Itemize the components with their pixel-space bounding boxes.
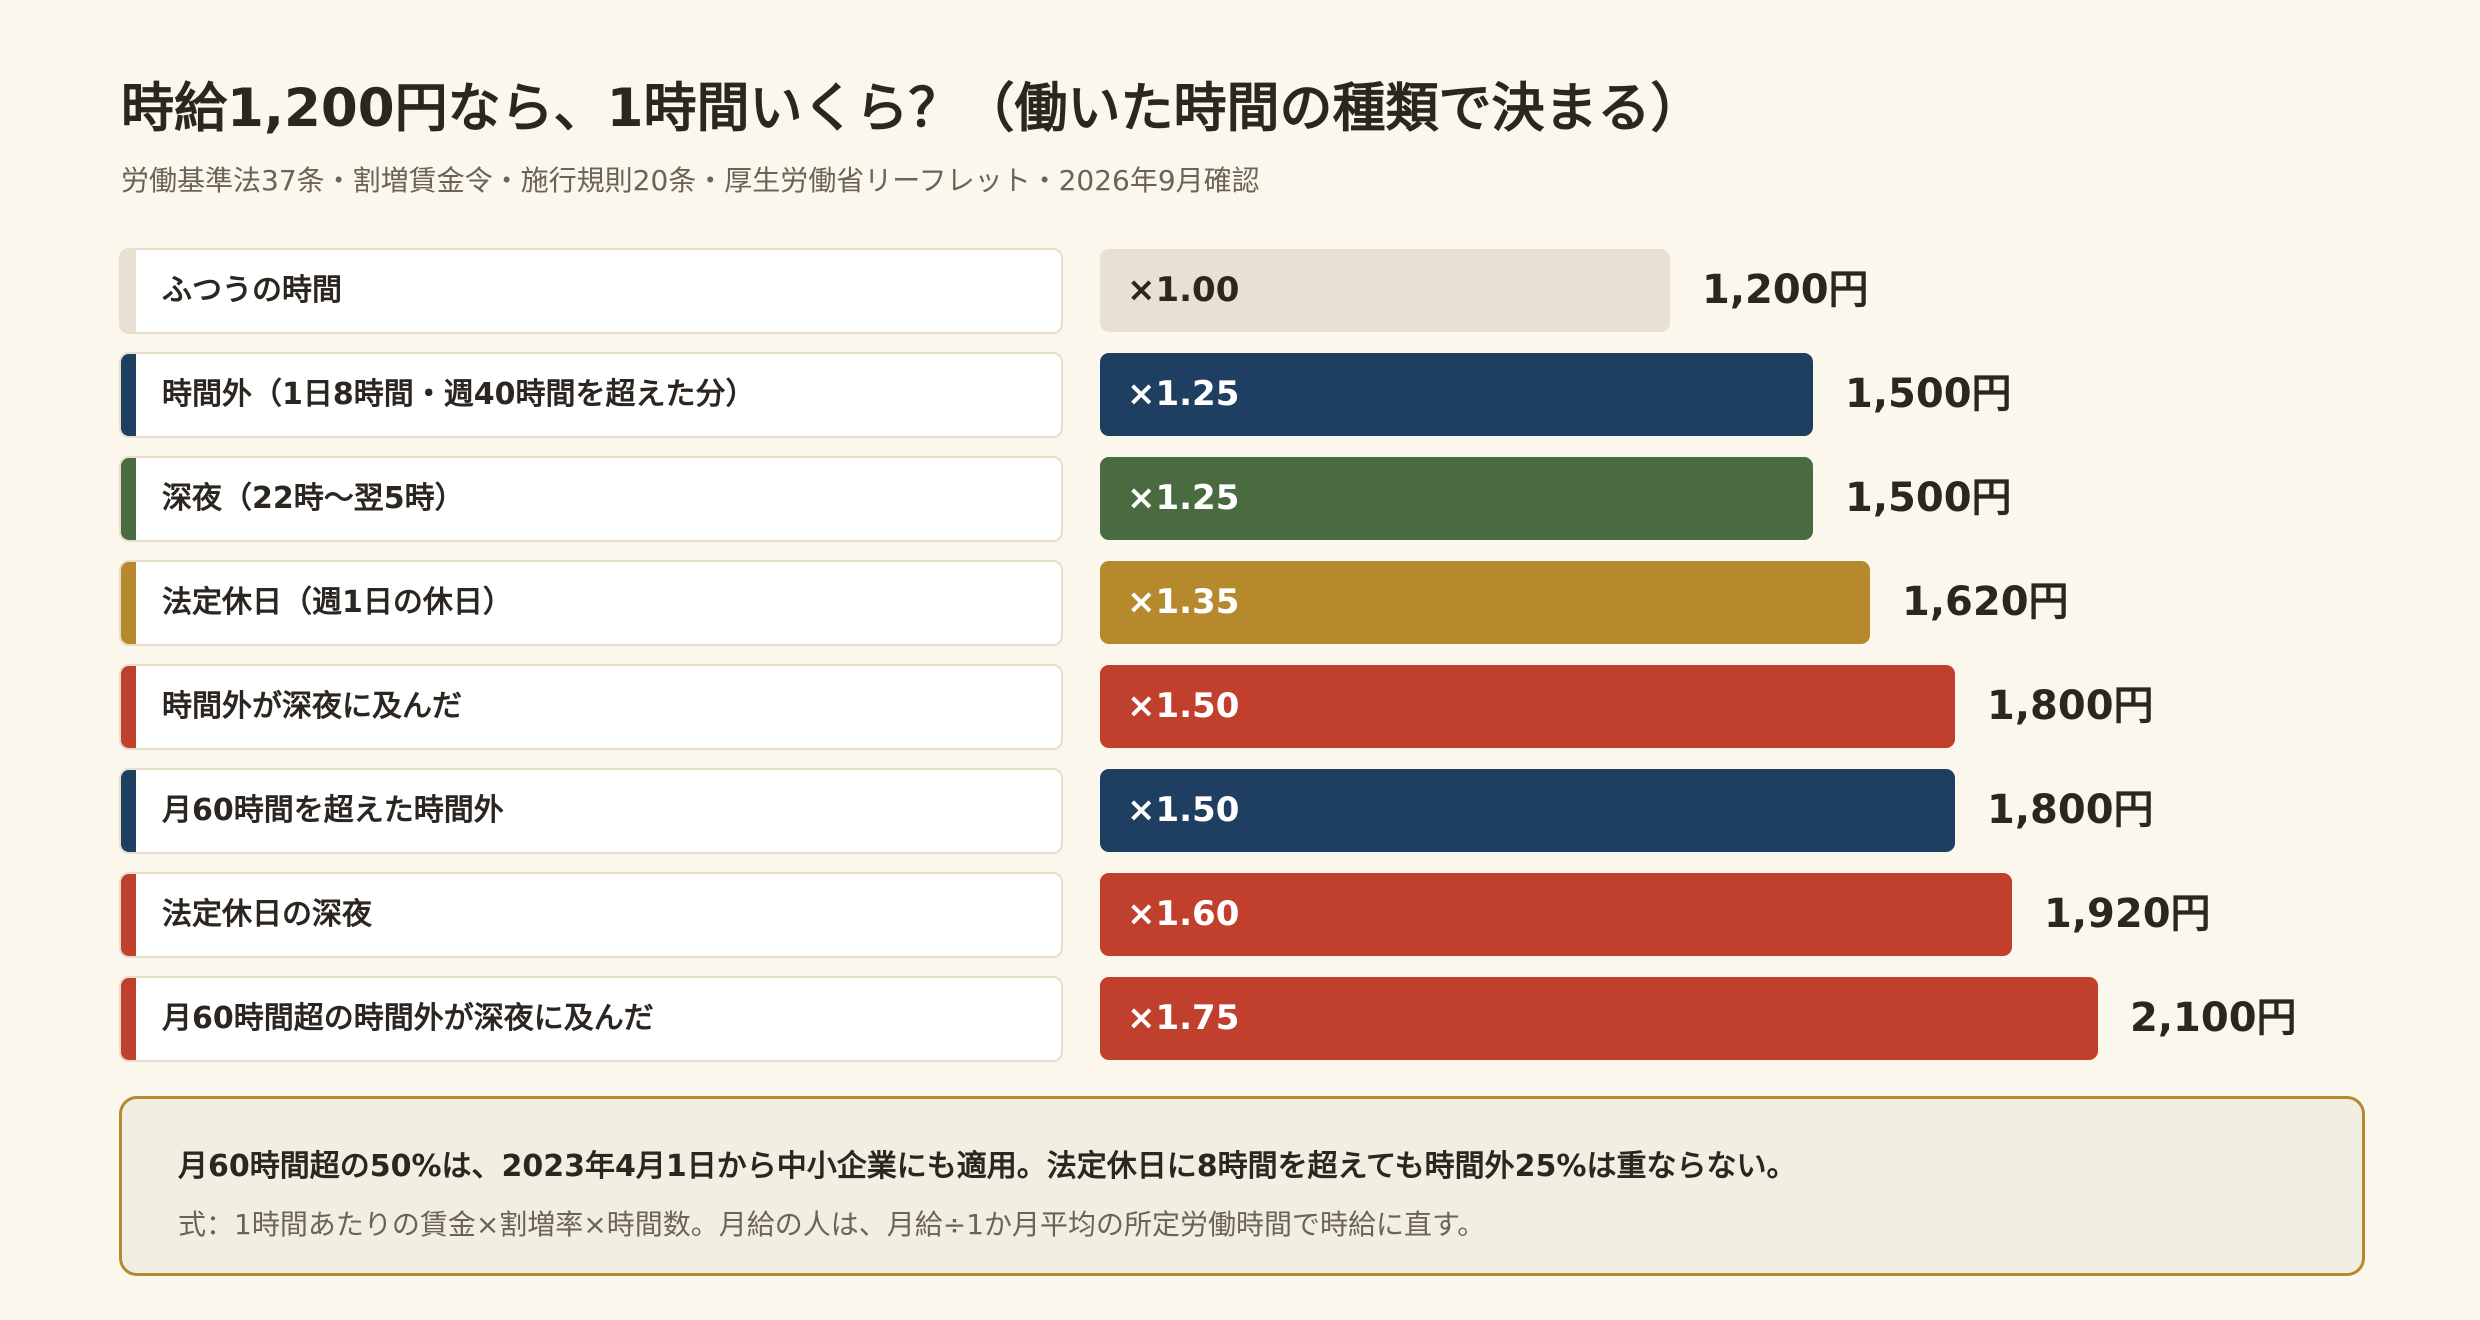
row-label: 時間外（1日8時間・週40時間を超えた分） xyxy=(162,377,756,412)
amount-label: 1,500円 xyxy=(1845,371,2012,417)
chart-subtitle: 労働基準法37条・割増賃金令・施行規則20条・厚生労働省リーフレット・2026年… xyxy=(121,164,1260,197)
note-formula-text: 式：1時間あたりの賃金×割増率×時間数。月給の人は、月給÷1か月平均の所定労働時… xyxy=(178,1208,1486,1241)
rate-label: ×1.75 xyxy=(1127,998,1240,1038)
amount-label: 1,620円 xyxy=(1902,579,2069,625)
amount-label: 1,920円 xyxy=(2044,891,2211,937)
chart-title: 時給1,200円なら、1時間いくら？（働いた時間の種類で決まる） xyxy=(121,78,1704,139)
row-color-stripe xyxy=(121,770,136,852)
rate-bar: ×1.50 xyxy=(1100,665,1955,748)
rate-label: ×1.25 xyxy=(1127,478,1240,518)
rate-bar: ×1.25 xyxy=(1100,457,1813,540)
rate-bar: ×1.35 xyxy=(1100,561,1870,644)
chart-row: 法定休日（週1日の休日） ×1.35 1,620円 xyxy=(119,560,2319,646)
chart-row: 深夜（22時〜翌5時） ×1.25 1,500円 xyxy=(119,456,2319,542)
chart-row: 時間外（1日8時間・週40時間を超えた分） ×1.25 1,500円 xyxy=(119,352,2319,438)
chart-row: 法定休日の深夜 ×1.60 1,920円 xyxy=(119,872,2319,958)
rate-bar: ×1.75 xyxy=(1100,977,2098,1060)
row-color-stripe xyxy=(121,562,136,644)
rate-bar: ×1.00 xyxy=(1100,249,1670,332)
row-label-card: 月60時間超の時間外が深夜に及んだ xyxy=(119,976,1063,1062)
row-label-card: 時間外（1日8時間・週40時間を超えた分） xyxy=(119,352,1063,438)
row-label: 深夜（22時〜翌5時） xyxy=(162,481,465,516)
row-color-stripe xyxy=(121,354,136,436)
rate-bar: ×1.25 xyxy=(1100,353,1813,436)
row-label: ふつうの時間 xyxy=(162,273,342,308)
row-label: 法定休日（週1日の休日） xyxy=(162,585,513,620)
row-label: 月60時間を超えた時間外 xyxy=(162,793,504,828)
amount-label: 1,500円 xyxy=(1845,475,2012,521)
note-main-text: 月60時間超の50%は、2023年4月1日から中小企業にも適用。法定休日に8時間… xyxy=(178,1149,1797,1184)
row-color-stripe xyxy=(121,874,136,956)
row-label-card: 法定休日の深夜 xyxy=(119,872,1063,958)
rate-bar: ×1.50 xyxy=(1100,769,1955,852)
row-label-card: 深夜（22時〜翌5時） xyxy=(119,456,1063,542)
row-color-stripe xyxy=(121,250,136,332)
row-label-card: ふつうの時間 xyxy=(119,248,1063,334)
rate-label: ×1.25 xyxy=(1127,374,1240,414)
rate-label: ×1.60 xyxy=(1127,894,1240,934)
rate-label: ×1.50 xyxy=(1127,686,1240,726)
rate-bar: ×1.60 xyxy=(1100,873,2012,956)
rate-label: ×1.00 xyxy=(1127,270,1240,310)
amount-label: 2,100円 xyxy=(2130,995,2297,1041)
amount-label: 1,800円 xyxy=(1987,787,2154,833)
row-label-card: 月60時間を超えた時間外 xyxy=(119,768,1063,854)
chart-row: 時間外が深夜に及んだ ×1.50 1,800円 xyxy=(119,664,2319,750)
row-label: 法定休日の深夜 xyxy=(162,897,372,932)
row-label-card: 時間外が深夜に及んだ xyxy=(119,664,1063,750)
rate-label: ×1.35 xyxy=(1127,582,1240,622)
row-color-stripe xyxy=(121,978,136,1060)
row-label: 月60時間超の時間外が深夜に及んだ xyxy=(162,1001,654,1036)
chart-row: 月60時間を超えた時間外 ×1.50 1,800円 xyxy=(119,768,2319,854)
chart-row: 月60時間超の時間外が深夜に及んだ ×1.75 2,100円 xyxy=(119,976,2319,1062)
rate-label: ×1.50 xyxy=(1127,790,1240,830)
row-label-card: 法定休日（週1日の休日） xyxy=(119,560,1063,646)
row-color-stripe xyxy=(121,458,136,540)
row-label: 時間外が深夜に及んだ xyxy=(162,689,462,724)
amount-label: 1,200円 xyxy=(1702,267,1869,313)
chart-row: ふつうの時間 ×1.00 1,200円 xyxy=(119,248,2319,334)
note-box: 月60時間超の50%は、2023年4月1日から中小企業にも適用。法定休日に8時間… xyxy=(119,1096,2365,1276)
amount-label: 1,800円 xyxy=(1987,683,2154,729)
row-color-stripe xyxy=(121,666,136,748)
